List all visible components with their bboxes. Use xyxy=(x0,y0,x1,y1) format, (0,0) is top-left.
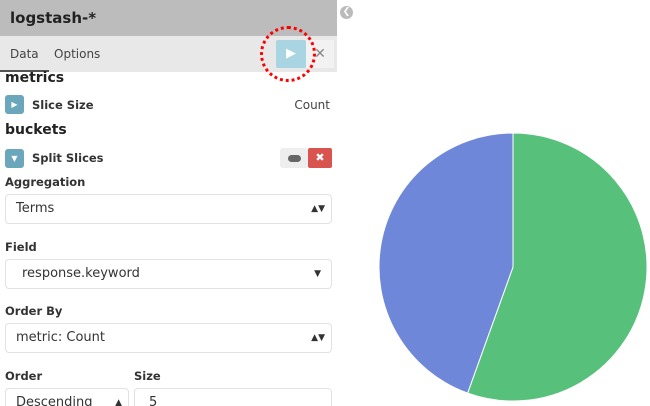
bucket-label: Split Slices xyxy=(32,151,104,165)
chevron-right-icon[interactable]: ▶ xyxy=(5,95,24,114)
field-select[interactable]: response.keyword ▼ xyxy=(5,259,332,289)
chevron-left-icon: ❮ xyxy=(342,7,351,17)
aggregation-select[interactable]: Terms ▲▼ xyxy=(5,194,332,224)
caret-down-icon: ▼ xyxy=(314,269,321,279)
field-value: response.keyword xyxy=(22,266,140,281)
size-value: 5 xyxy=(149,395,158,406)
tab-data[interactable]: Data xyxy=(0,36,49,72)
order-by-value: metric: Count xyxy=(16,330,105,345)
order-label: Order xyxy=(5,369,43,383)
aggregation-label: Aggregation xyxy=(5,175,86,189)
order-select[interactable]: Descending ▲ xyxy=(5,388,129,406)
close-icon: ✕ xyxy=(314,46,326,62)
metric-label: Slice Size xyxy=(32,97,94,112)
bucket-split-slices[interactable]: ▼ Split Slices ✖ xyxy=(5,148,332,168)
toggle-icon xyxy=(287,154,301,162)
size-input[interactable]: 5 xyxy=(134,388,332,406)
chevron-down-icon[interactable]: ▼ xyxy=(5,148,24,168)
pie-slice[interactable] xyxy=(466,132,648,402)
pie-slice[interactable] xyxy=(378,132,514,394)
collapse-sidebar-button[interactable]: ❮ xyxy=(340,6,353,19)
order-by-select[interactable]: metric: Count ▲▼ xyxy=(5,323,332,353)
field-label: Field xyxy=(5,240,37,254)
tab-options[interactable]: Options xyxy=(54,47,101,61)
sort-arrows-icon: ▲▼ xyxy=(311,204,325,214)
sort-arrows-icon: ▲▼ xyxy=(311,333,325,343)
highlight-circle xyxy=(260,26,316,82)
sort-arrows-icon: ▲ xyxy=(115,398,122,406)
order-value: Descending xyxy=(16,395,93,406)
aggregation-value: Terms xyxy=(16,201,55,216)
order-by-label: Order By xyxy=(5,304,63,318)
metrics-heading: metrics xyxy=(5,70,65,86)
pie-chart xyxy=(378,132,648,402)
metric-value: Count xyxy=(294,97,330,112)
metric-slice-size[interactable]: ▶ Slice Size Count xyxy=(5,95,330,114)
size-label: Size xyxy=(134,369,161,383)
toggle-enable-button[interactable] xyxy=(280,148,308,168)
buckets-heading: buckets xyxy=(5,122,67,138)
remove-bucket-button[interactable]: ✖ xyxy=(308,148,332,168)
